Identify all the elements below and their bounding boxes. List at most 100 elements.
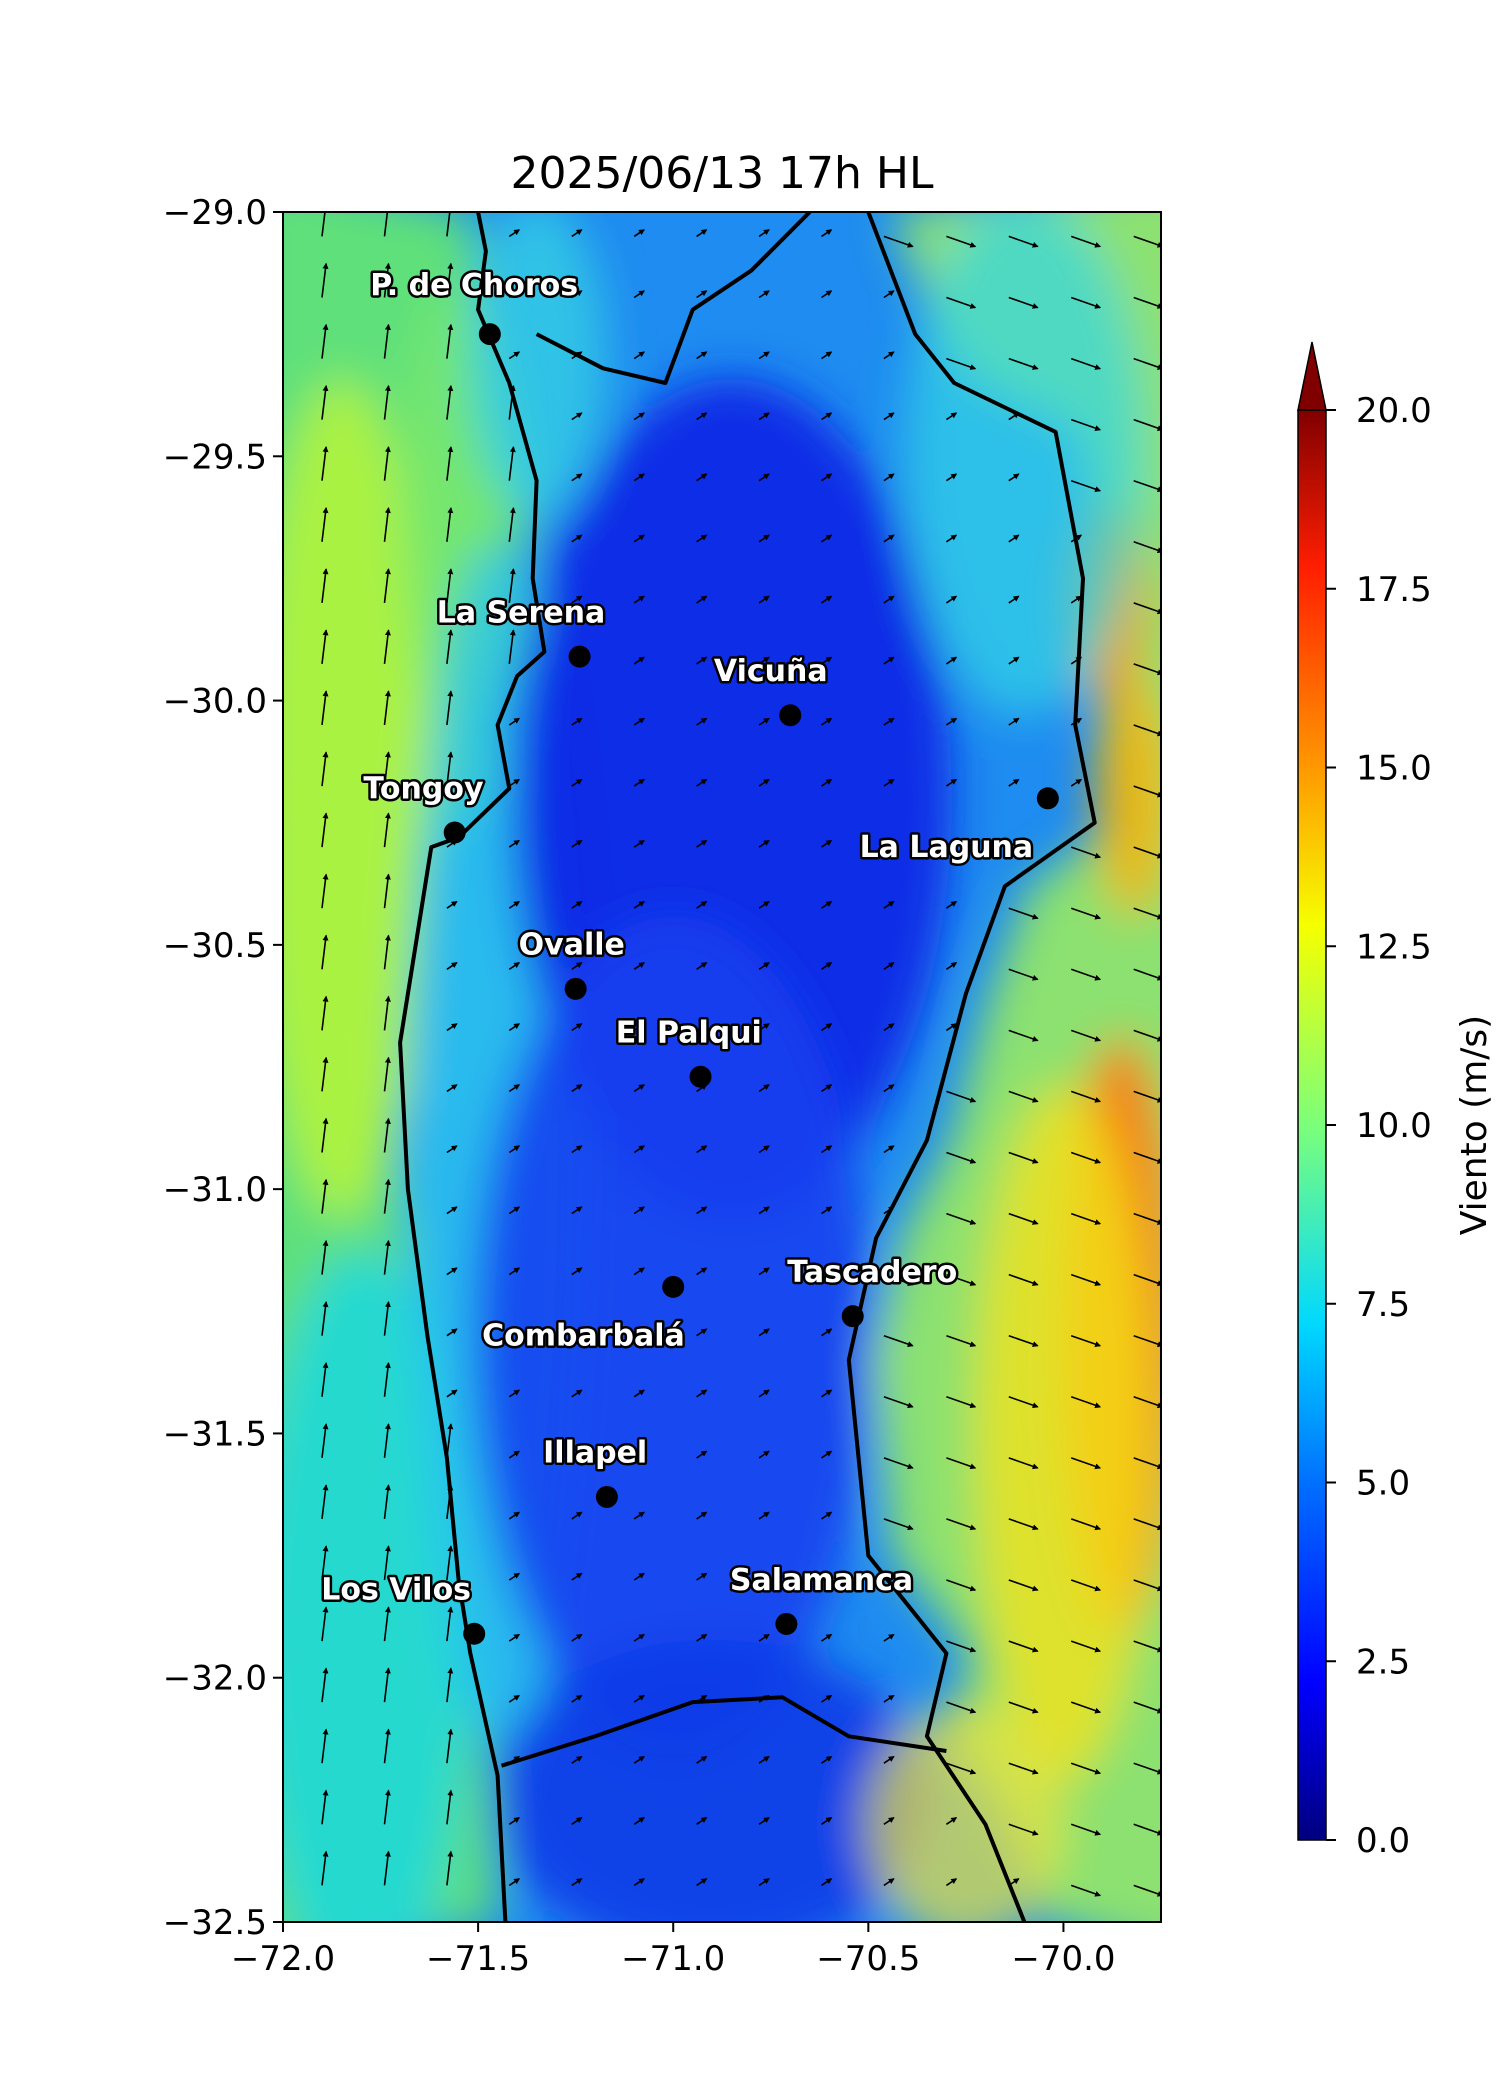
wind-arrow	[946, 1090, 977, 1103]
y-tick-label: −30.5	[163, 926, 267, 966]
wind-arrow	[945, 656, 958, 665]
wind-arrow	[571, 1267, 583, 1276]
wind-arrow	[508, 629, 516, 664]
city-marker: Tongoy	[361, 769, 486, 844]
wind-arrow	[383, 812, 391, 848]
wind-arrow	[883, 1572, 895, 1581]
wind-arrow	[508, 1206, 521, 1215]
wind-arrow	[945, 1023, 958, 1032]
wind-arrow	[1133, 1334, 1161, 1347]
city-dot	[662, 1275, 685, 1298]
x-tick-label: −71.0	[621, 1939, 725, 1979]
wind-arrow	[883, 656, 895, 665]
wind-arrow	[633, 1511, 645, 1520]
wind-arrow	[633, 473, 645, 482]
wind-arrow	[758, 229, 770, 238]
wind-arrow	[945, 900, 958, 909]
wind-arrow	[633, 1878, 645, 1887]
wind-arrow	[821, 778, 833, 787]
wind-arrow	[758, 778, 770, 787]
wind-arrow	[633, 1633, 645, 1642]
wind-arrow	[821, 656, 833, 665]
wind-arrow	[321, 1667, 329, 1703]
wind-arrow	[633, 778, 645, 787]
wind-arrow	[1133, 602, 1161, 615]
wind-arrow	[383, 995, 391, 1031]
wind-arrow	[946, 1640, 977, 1653]
wind-arrow	[633, 717, 645, 726]
wind-arrow	[946, 1212, 977, 1225]
wind-arrow	[571, 1145, 583, 1154]
city-marker: P. de Choros	[368, 266, 581, 346]
city-label: Tascadero	[787, 1255, 957, 1290]
y-tick-label: −30.0	[163, 682, 267, 722]
wind-arrow	[1070, 1396, 1102, 1409]
wind-arrow	[383, 212, 389, 237]
wind-arrow	[446, 1789, 454, 1825]
wind-arrow	[633, 229, 645, 238]
wind-arrow	[508, 1572, 521, 1581]
wind-arrow	[883, 1633, 895, 1642]
wind-arrow	[696, 656, 708, 665]
wind-arrow	[633, 290, 645, 299]
wind-arrow	[821, 1694, 833, 1703]
city-markers: P. de Choros La Serena Vicuña Tongoy La Lagu…	[319, 266, 1059, 1645]
wind-arrow	[1008, 1151, 1039, 1164]
city-label: P. de Choros	[370, 268, 578, 303]
y-tick-label: −31.5	[163, 1414, 267, 1454]
city-label: Tongoy	[363, 771, 484, 806]
wind-arrow	[508, 962, 521, 970]
wind-arrow	[945, 1817, 958, 1825]
wind-arrow	[758, 717, 770, 726]
wind-arrow	[821, 1633, 833, 1642]
colorbar-tick-label: 7.5	[1356, 1285, 1410, 1325]
wind-arrow	[696, 229, 708, 238]
wind-arrow	[1133, 846, 1161, 859]
wind-arrow	[1133, 1579, 1161, 1592]
wind-arrow	[571, 1389, 583, 1398]
wind-arrow	[446, 1145, 458, 1154]
wind-arrow	[696, 534, 708, 543]
wind-arrow	[571, 1084, 583, 1093]
wind-arrow	[633, 1572, 645, 1581]
wind-arrow	[821, 351, 833, 360]
city-dot	[564, 977, 587, 1000]
wind-arrow	[821, 1023, 833, 1032]
wind-arrow	[696, 778, 708, 787]
wind-arrow	[883, 962, 895, 970]
wind-arrow	[446, 323, 454, 359]
wind-arrow	[321, 1789, 329, 1825]
wind-arrow	[758, 290, 770, 299]
wind-arrow	[508, 1878, 521, 1887]
wind-arrow	[571, 962, 583, 970]
wind-arrow	[946, 1579, 977, 1592]
wind-arrow	[1070, 1640, 1102, 1653]
wind-arrow	[1070, 534, 1083, 543]
wind-arrow	[1133, 1823, 1161, 1836]
wind-arrow	[945, 412, 958, 421]
wind-arrow	[821, 1328, 833, 1337]
city-marker: La Laguna	[857, 787, 1059, 867]
wind-arrow	[383, 1789, 391, 1825]
city-marker: Illapel	[541, 1433, 650, 1508]
wind-arrow	[696, 1450, 708, 1459]
wind-arrow	[508, 446, 516, 481]
wind-arrow	[446, 568, 454, 603]
wind-arrow	[383, 1301, 391, 1336]
wind-arrow	[758, 1328, 770, 1337]
city-dot	[775, 1612, 798, 1635]
wind-arrow	[696, 1817, 708, 1825]
wind-arrow	[571, 1755, 583, 1764]
wind-arrow	[1008, 595, 1020, 604]
wind-arrow	[1070, 235, 1102, 248]
wind-arrow	[945, 962, 958, 970]
city-marker: La Serena	[434, 593, 608, 668]
wind-arrow	[696, 595, 708, 604]
wind-arrow	[821, 290, 833, 299]
wind-arrow	[508, 1755, 521, 1764]
wind-arrow	[1008, 473, 1020, 482]
wind-arrow	[946, 1151, 977, 1164]
wind-arrow	[696, 351, 708, 360]
wind-arrow	[1008, 1273, 1039, 1286]
